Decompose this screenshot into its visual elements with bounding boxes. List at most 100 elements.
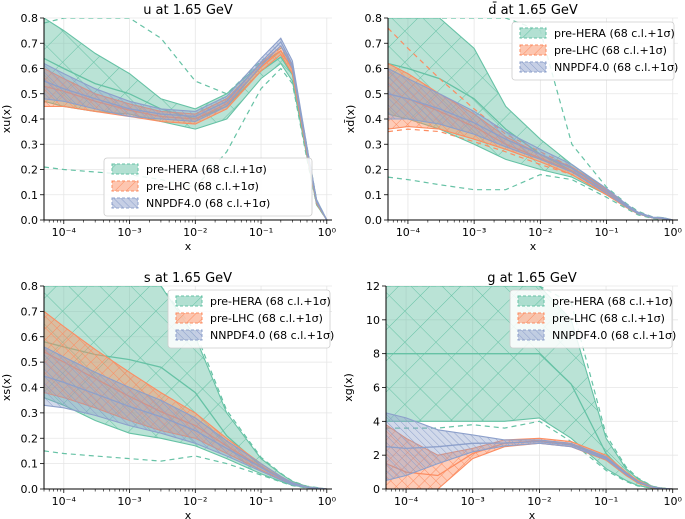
legend: pre-HERA (68 c.l.+1σ) pre-LHC (68 c.l.+1σ… [509,289,676,349]
y-tick-label: 0.7 [21,37,39,50]
legend-swatch-hatch [520,62,546,72]
x-tick-label: 10⁻² [527,495,551,508]
y-tick-label: 0.1 [365,189,383,202]
y-tick-label: 0.6 [21,331,39,344]
series-preHERA-dashed-upper [44,286,327,489]
x-axis-label: x [530,240,537,253]
y-tick-label: 0.5 [21,88,39,101]
y-tick-label: 12 [366,280,380,293]
chart-title: g at 1.65 GeV [487,271,577,286]
x-tick-label: 10⁰ [318,226,337,239]
y-tick-label: 4 [373,415,380,428]
legend-item: NNPDF4.0 (68 c.l.+1σ) [517,329,676,342]
series-nnpdf40-central-line [44,375,327,489]
legend-item: pre-HERA (68 c.l.+1σ) [517,295,673,308]
legend-box [103,157,313,217]
legend-label: pre-LHC (68 c.l.+1σ) [554,44,667,57]
y-tick-label: 6 [373,382,380,395]
x-tick-label: 10⁻⁴ [52,226,77,239]
legend-swatch-hatch [518,313,544,323]
x-tick-label: 10⁻² [183,226,207,239]
x-tick-label: 10⁻³ [117,495,141,508]
series-preHERA-crosshatch [386,286,673,489]
chart-title: s at 1.65 GeV [144,271,232,286]
y-tick-label: 0.1 [21,189,39,202]
plot-area [388,18,673,220]
legend-label: pre-HERA (68 c.l.+1σ) [552,295,673,308]
legend-swatch-hatch [176,330,202,340]
x-tick-label: 10⁻¹ [249,226,273,239]
legend-label: pre-LHC (68 c.l.+1σ) [210,312,323,325]
y-tick-label: 0.4 [21,382,39,395]
legend-item: NNPDF4.0 (68 c.l.+1σ) [175,329,334,342]
y-tick-label: 0.3 [21,138,39,151]
panel-2: 0.0 0.1 0.2 0.3 0.4 0.5 0.6 0.7 0.8 10⁻⁴ 10⁻³ 10⁻² 1… [344,3,683,253]
x-axis-label: x [185,240,192,253]
legend-swatch-hatch [518,330,544,340]
y-tick-label: 0.0 [21,483,39,496]
legend-item: pre-LHC (68 c.l.+1σ) [519,44,667,57]
plot-area [386,286,673,489]
legend-item: pre-LHC (68 c.l.+1σ) [111,180,259,193]
legend-box [509,289,673,349]
legend-label: NNPDF4.0 (68 c.l.+1σ) [146,197,270,210]
x-tick-label: 10⁻⁴ [396,226,421,239]
y-tick-label: 2 [373,449,380,462]
series-nnpdf40-central-line [388,93,673,220]
x-tick-label: 10⁻⁴ [394,495,419,508]
legend: pre-HERA (68 c.l.+1σ) pre-LHC (68 c.l.+1σ… [103,157,313,217]
y-tick-label: 10 [366,314,380,327]
legend-swatch-hatch [176,296,202,306]
series-preHERA-crosshatch [388,18,673,220]
y-tick-label: 0.8 [365,12,383,25]
legend: pre-HERA (68 c.l.+1σ) pre-LHC (68 c.l.+1σ… [511,21,678,81]
y-tick-label: 0.5 [365,88,383,101]
series-preHERA-dashed-upper [388,18,673,220]
x-tick-label: 10⁻¹ [249,495,273,508]
panel-4: 0 2 4 6 8 10 12 10⁻⁴ 10⁻³ 10⁻² 10⁻¹ 10⁰ g at 1.65 Ge… [342,271,683,519]
chart-title: u at 1.65 GeV [143,3,233,18]
legend-box [167,289,331,349]
legend-item: pre-HERA (68 c.l.+1σ) [519,27,675,40]
legend-label: pre-HERA (68 c.l.+1σ) [210,295,331,308]
y-tick-label: 0.2 [21,164,39,177]
y-tick-label: 0.4 [365,113,383,126]
y-tick-label: 0.6 [21,63,39,76]
y-tick-label: 0.0 [365,214,383,227]
y-tick-label: 0.2 [21,432,39,445]
x-tick-label: 10⁰ [664,495,683,508]
y-tick-label: 0 [373,483,380,496]
y-tick-label: 0.5 [21,356,39,369]
legend-item: pre-HERA (68 c.l.+1σ) [111,163,267,176]
series-preHERA-dashed-lower [44,450,327,489]
y-tick-label: 0.6 [365,63,383,76]
y-tick-label: 8 [373,348,380,361]
x-tick-label: 10⁻² [528,226,552,239]
legend-label: pre-HERA (68 c.l.+1σ) [554,27,675,40]
plot-area [44,18,328,220]
x-tick-label: 10⁻⁴ [52,495,77,508]
legend-label: NNPDF4.0 (68 c.l.+1σ) [554,61,678,74]
chart-title: d̄ at 1.65 GeV [488,3,578,18]
x-axis-label: x [185,509,192,519]
y-tick-label: 0.4 [21,113,39,126]
legend-swatch-hatch [176,313,202,323]
panel-3: 0.0 0.1 0.2 0.3 0.4 0.5 0.6 0.7 0.8 10⁻⁴ 10⁻³ 10⁻² 1… [0,271,337,519]
y-tick-label: 0.2 [365,164,383,177]
x-tick-label: 10⁰ [318,495,337,508]
legend-swatch-hatch [112,181,138,191]
y-tick-label: 0.3 [365,138,383,151]
x-tick-label: 10⁻³ [462,226,486,239]
series-nnpdf40-hatch [386,412,673,489]
y-tick-label: 0.3 [21,407,39,420]
legend-label: pre-LHC (68 c.l.+1σ) [552,312,665,325]
plot-area [44,286,327,489]
x-tick-label: 10⁻¹ [594,495,618,508]
legend-item: pre-HERA (68 c.l.+1σ) [175,295,331,308]
legend-swatch-hatch [112,164,138,174]
x-tick-label: 10⁻² [183,495,207,508]
series-preHERA-dashed-lower [388,173,673,220]
legend-label: NNPDF4.0 (68 c.l.+1σ) [552,329,676,342]
legend-label: NNPDF4.0 (68 c.l.+1σ) [210,329,334,342]
